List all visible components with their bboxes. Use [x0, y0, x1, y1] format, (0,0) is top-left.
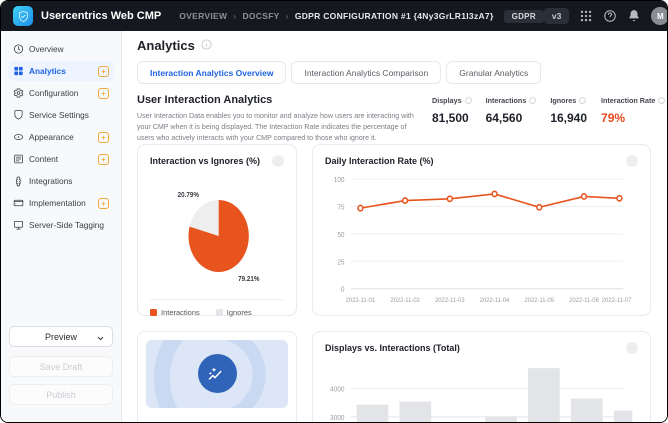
svg-text:79.21%: 79.21%: [238, 276, 259, 284]
svg-text:2022-11-07: 2022-11-07: [602, 297, 632, 304]
svg-text:2022-11-04: 2022-11-04: [480, 297, 510, 304]
svg-text:2022-11-03: 2022-11-03: [435, 297, 465, 304]
svg-text:20.79%: 20.79%: [178, 192, 199, 200]
svg-text:2022-11-01: 2022-11-01: [346, 297, 376, 304]
svg-text:50: 50: [337, 232, 344, 239]
svg-text:2022-11-05: 2022-11-05: [524, 297, 554, 304]
svg-text:3000: 3000: [330, 415, 345, 422]
svg-text:0: 0: [341, 286, 345, 293]
svg-text:100: 100: [334, 177, 345, 184]
svg-text:2022-11-02: 2022-11-02: [390, 297, 420, 304]
svg-text:25: 25: [337, 259, 344, 266]
svg-text:4000: 4000: [330, 386, 345, 393]
svg-text:2022-11-06: 2022-11-06: [569, 297, 599, 304]
svg-text:75: 75: [337, 204, 344, 211]
